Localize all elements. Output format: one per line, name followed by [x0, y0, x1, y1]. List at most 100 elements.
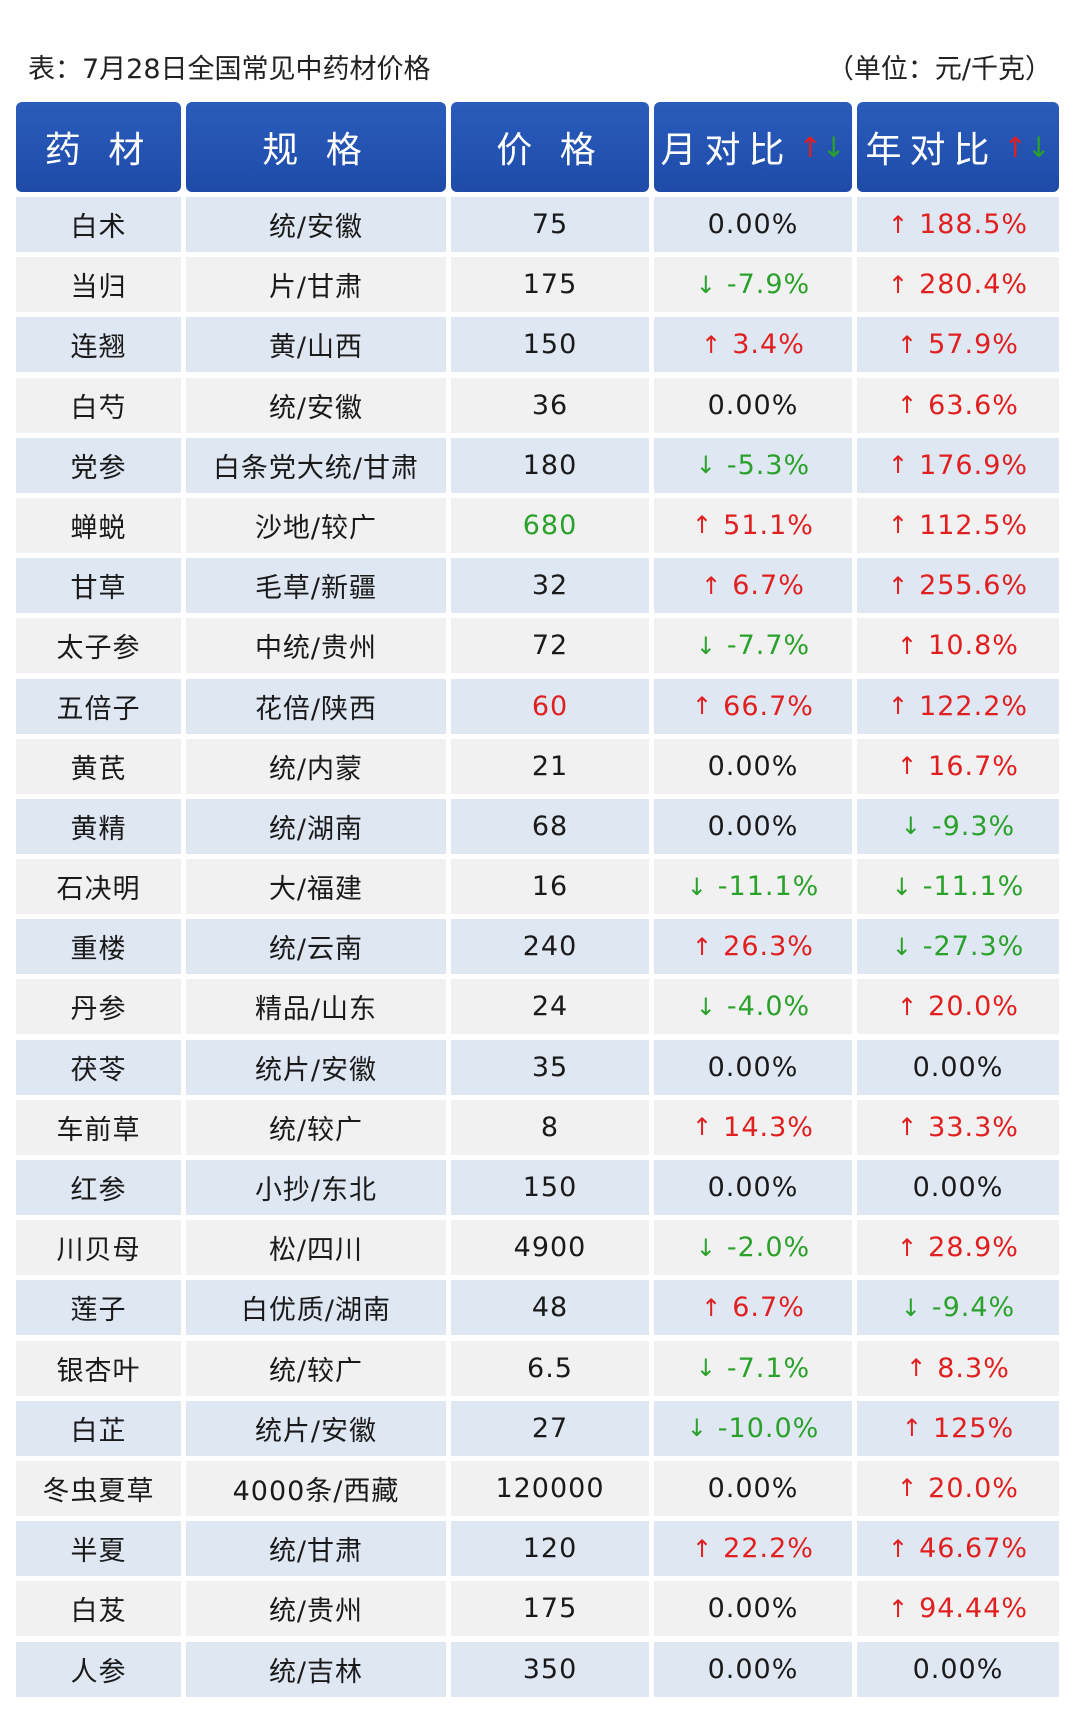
year-change-value: 28.9%	[928, 1232, 1019, 1264]
arrow-up-icon: ↑	[897, 1233, 919, 1262]
year-compare-cell: ↑ 20.0%	[857, 1460, 1059, 1516]
arrow-down-icon: ↓	[695, 270, 717, 299]
spec-cell: 统/较广	[186, 1340, 446, 1396]
table-row: 白芍 统/安徽 36 0.00% ↑ 63.6%	[16, 377, 1064, 433]
month-change-value: 0.00%	[707, 1653, 799, 1685]
table-row: 川贝母 松/四川 4900 ↓ -2.0% ↑ 28.9%	[16, 1220, 1064, 1276]
spec-cell: 统/安徽	[186, 197, 446, 252]
table-row: 车前草 统/较广 8 ↑ 14.3% ↑ 33.3%	[16, 1099, 1064, 1155]
spec-cell: 片/甘肃	[186, 257, 446, 313]
arrow-up-icon: ↑	[887, 270, 910, 299]
price-cell: 350	[451, 1641, 649, 1697]
month-change-value: -7.7%	[726, 630, 811, 662]
table-row: 黄芪 统/内蒙 21 0.00% ↑ 16.7%	[16, 738, 1064, 794]
table-row: 红参 小抄/东北 150 0.00% 0.00%	[16, 1160, 1064, 1215]
month-compare-cell: 0.00%	[654, 197, 852, 252]
month-compare-cell: 0.00%	[654, 738, 852, 794]
price-cell: 35	[451, 1039, 649, 1095]
month-change-value: 0.00%	[707, 1593, 799, 1625]
month-change-value: 66.7%	[723, 690, 814, 722]
month-compare-cell: ↑ 6.7%	[654, 558, 852, 614]
table-row: 石决明 大/福建 16 ↓ -11.1% ↓ -11.1%	[16, 859, 1064, 915]
up-down-arrows-icon: ↑↓	[798, 130, 846, 164]
year-compare-cell: ↑ 46.67%	[857, 1521, 1059, 1577]
year-compare-cell: ↑ 94.44%	[857, 1581, 1059, 1637]
table-row: 白芷 统片/安徽 27 ↓ -10.0% ↑ 125%	[16, 1400, 1064, 1456]
year-compare-cell: ↑ 57.9%	[857, 317, 1059, 373]
arrow-down-icon: ↓	[900, 812, 922, 841]
month-change-value: 0.00%	[707, 209, 799, 240]
arrow-up-icon: ↑	[887, 1594, 910, 1623]
arrow-up-icon: ↑	[906, 1354, 928, 1383]
month-change-value: 0.00%	[707, 1051, 799, 1083]
herb-name-cell: 冬虫夏草	[16, 1460, 181, 1516]
arrow-down-icon: ↓	[695, 1233, 717, 1262]
table-row: 党参 白条党大统/甘肃 180 ↓ -5.3% ↑ 176.9%	[16, 437, 1064, 493]
spec-cell: 统片/安徽	[186, 1400, 446, 1456]
year-change-value: 10.8%	[928, 630, 1019, 662]
spec-cell: 白优质/湖南	[186, 1280, 446, 1336]
month-compare-cell: ↑ 14.3%	[654, 1099, 852, 1155]
table-row: 当归 片/甘肃 175 ↓ -7.9% ↑ 280.4%	[16, 257, 1064, 313]
month-change-value: -10.0%	[717, 1412, 820, 1444]
table-row: 甘草 毛草/新疆 32 ↑ 6.7% ↑ 255.6%	[16, 558, 1064, 614]
table-row: 银杏叶 统/较广 6.5 ↓ -7.1% ↑ 8.3%	[16, 1340, 1064, 1396]
spec-cell: 黄/山西	[186, 317, 446, 373]
spec-cell: 白条党大统/甘肃	[186, 437, 446, 493]
year-compare-cell: ↑ 28.9%	[857, 1220, 1059, 1276]
year-compare-cell: ↑ 176.9%	[857, 437, 1059, 493]
table-row: 黄精 统/湖南 68 0.00% ↓ -9.3%	[16, 798, 1064, 854]
herb-name-cell: 白芷	[16, 1400, 181, 1456]
spec-cell: 小抄/东北	[186, 1160, 446, 1215]
table-caption: 表：7月28日全国常见中药材价格 （单位：元/千克）	[28, 44, 1052, 88]
table-body: 白术 统/安徽 75 0.00% ↑ 188.5% 当归 片/甘肃 175 ↓ -7.9% ↑ 280.…	[16, 197, 1064, 1697]
price-table: 药 材 规 格 价 格 月对比 ↑↓ 年对比 ↑↓ 白术 统/安徽 75 0.00% ↑…	[16, 102, 1064, 1702]
herb-name-cell: 白芍	[16, 377, 181, 433]
spec-cell: 统/安徽	[186, 377, 446, 433]
year-change-value: 16.7%	[928, 750, 1019, 782]
year-compare-cell: 0.00%	[857, 1039, 1059, 1095]
year-change-value: -11.1%	[922, 871, 1025, 903]
arrow-up-icon: ↑	[887, 1534, 910, 1563]
year-change-value: 0.00%	[912, 1653, 1004, 1685]
arrow-up-icon: ↑	[897, 992, 919, 1021]
table-row: 重楼 统/云南 240 ↑ 26.3% ↓ -27.3%	[16, 919, 1064, 975]
arrow-down-icon: ↓	[695, 631, 717, 660]
herb-name-cell: 五倍子	[16, 678, 181, 734]
spec-cell: 统/湖南	[186, 798, 446, 854]
year-change-value: 63.6%	[928, 389, 1019, 421]
price-cell: 75	[451, 197, 649, 252]
year-compare-cell: ↓ -9.3%	[857, 798, 1059, 854]
arrow-up-icon: ↑	[901, 1414, 923, 1443]
spec-cell: 统/甘肃	[186, 1521, 446, 1577]
arrow-down-icon: ↓	[686, 1414, 708, 1443]
spec-cell: 统/云南	[186, 919, 446, 975]
header-month-label: 月对比	[660, 130, 793, 171]
price-cell: 36	[451, 377, 649, 433]
herb-name-cell: 党参	[16, 437, 181, 493]
year-change-value: 20.0%	[928, 1472, 1019, 1504]
year-change-value: -27.3%	[922, 931, 1025, 963]
table-row: 冬虫夏草 4000条/西藏 120000 0.00% ↑ 20.0%	[16, 1460, 1064, 1516]
arrow-up-icon: ↑	[897, 1113, 919, 1142]
spec-cell: 大/福建	[186, 859, 446, 915]
header-spec: 规 格	[186, 102, 446, 192]
month-compare-cell: 0.00%	[654, 1581, 852, 1637]
month-compare-cell: ↓ -4.0%	[654, 979, 852, 1035]
arrow-up-icon: ↑	[692, 1113, 714, 1142]
year-change-value: 188.5%	[919, 209, 1029, 240]
spec-cell: 松/四川	[186, 1220, 446, 1276]
price-cell: 240	[451, 919, 649, 975]
year-change-value: 125%	[932, 1412, 1015, 1444]
arrow-up-icon: ↑	[887, 451, 910, 480]
month-change-value: -4.0%	[726, 991, 811, 1023]
herb-name-cell: 人参	[16, 1641, 181, 1697]
herb-name-cell: 蝉蜕	[16, 497, 181, 553]
price-cell: 24	[451, 979, 649, 1035]
month-change-value: 6.7%	[732, 1292, 805, 1324]
month-compare-cell: ↓ -7.1%	[654, 1340, 852, 1396]
year-change-value: 20.0%	[928, 991, 1019, 1023]
price-cell: 32	[451, 558, 649, 614]
header-herb: 药 材	[16, 102, 181, 192]
